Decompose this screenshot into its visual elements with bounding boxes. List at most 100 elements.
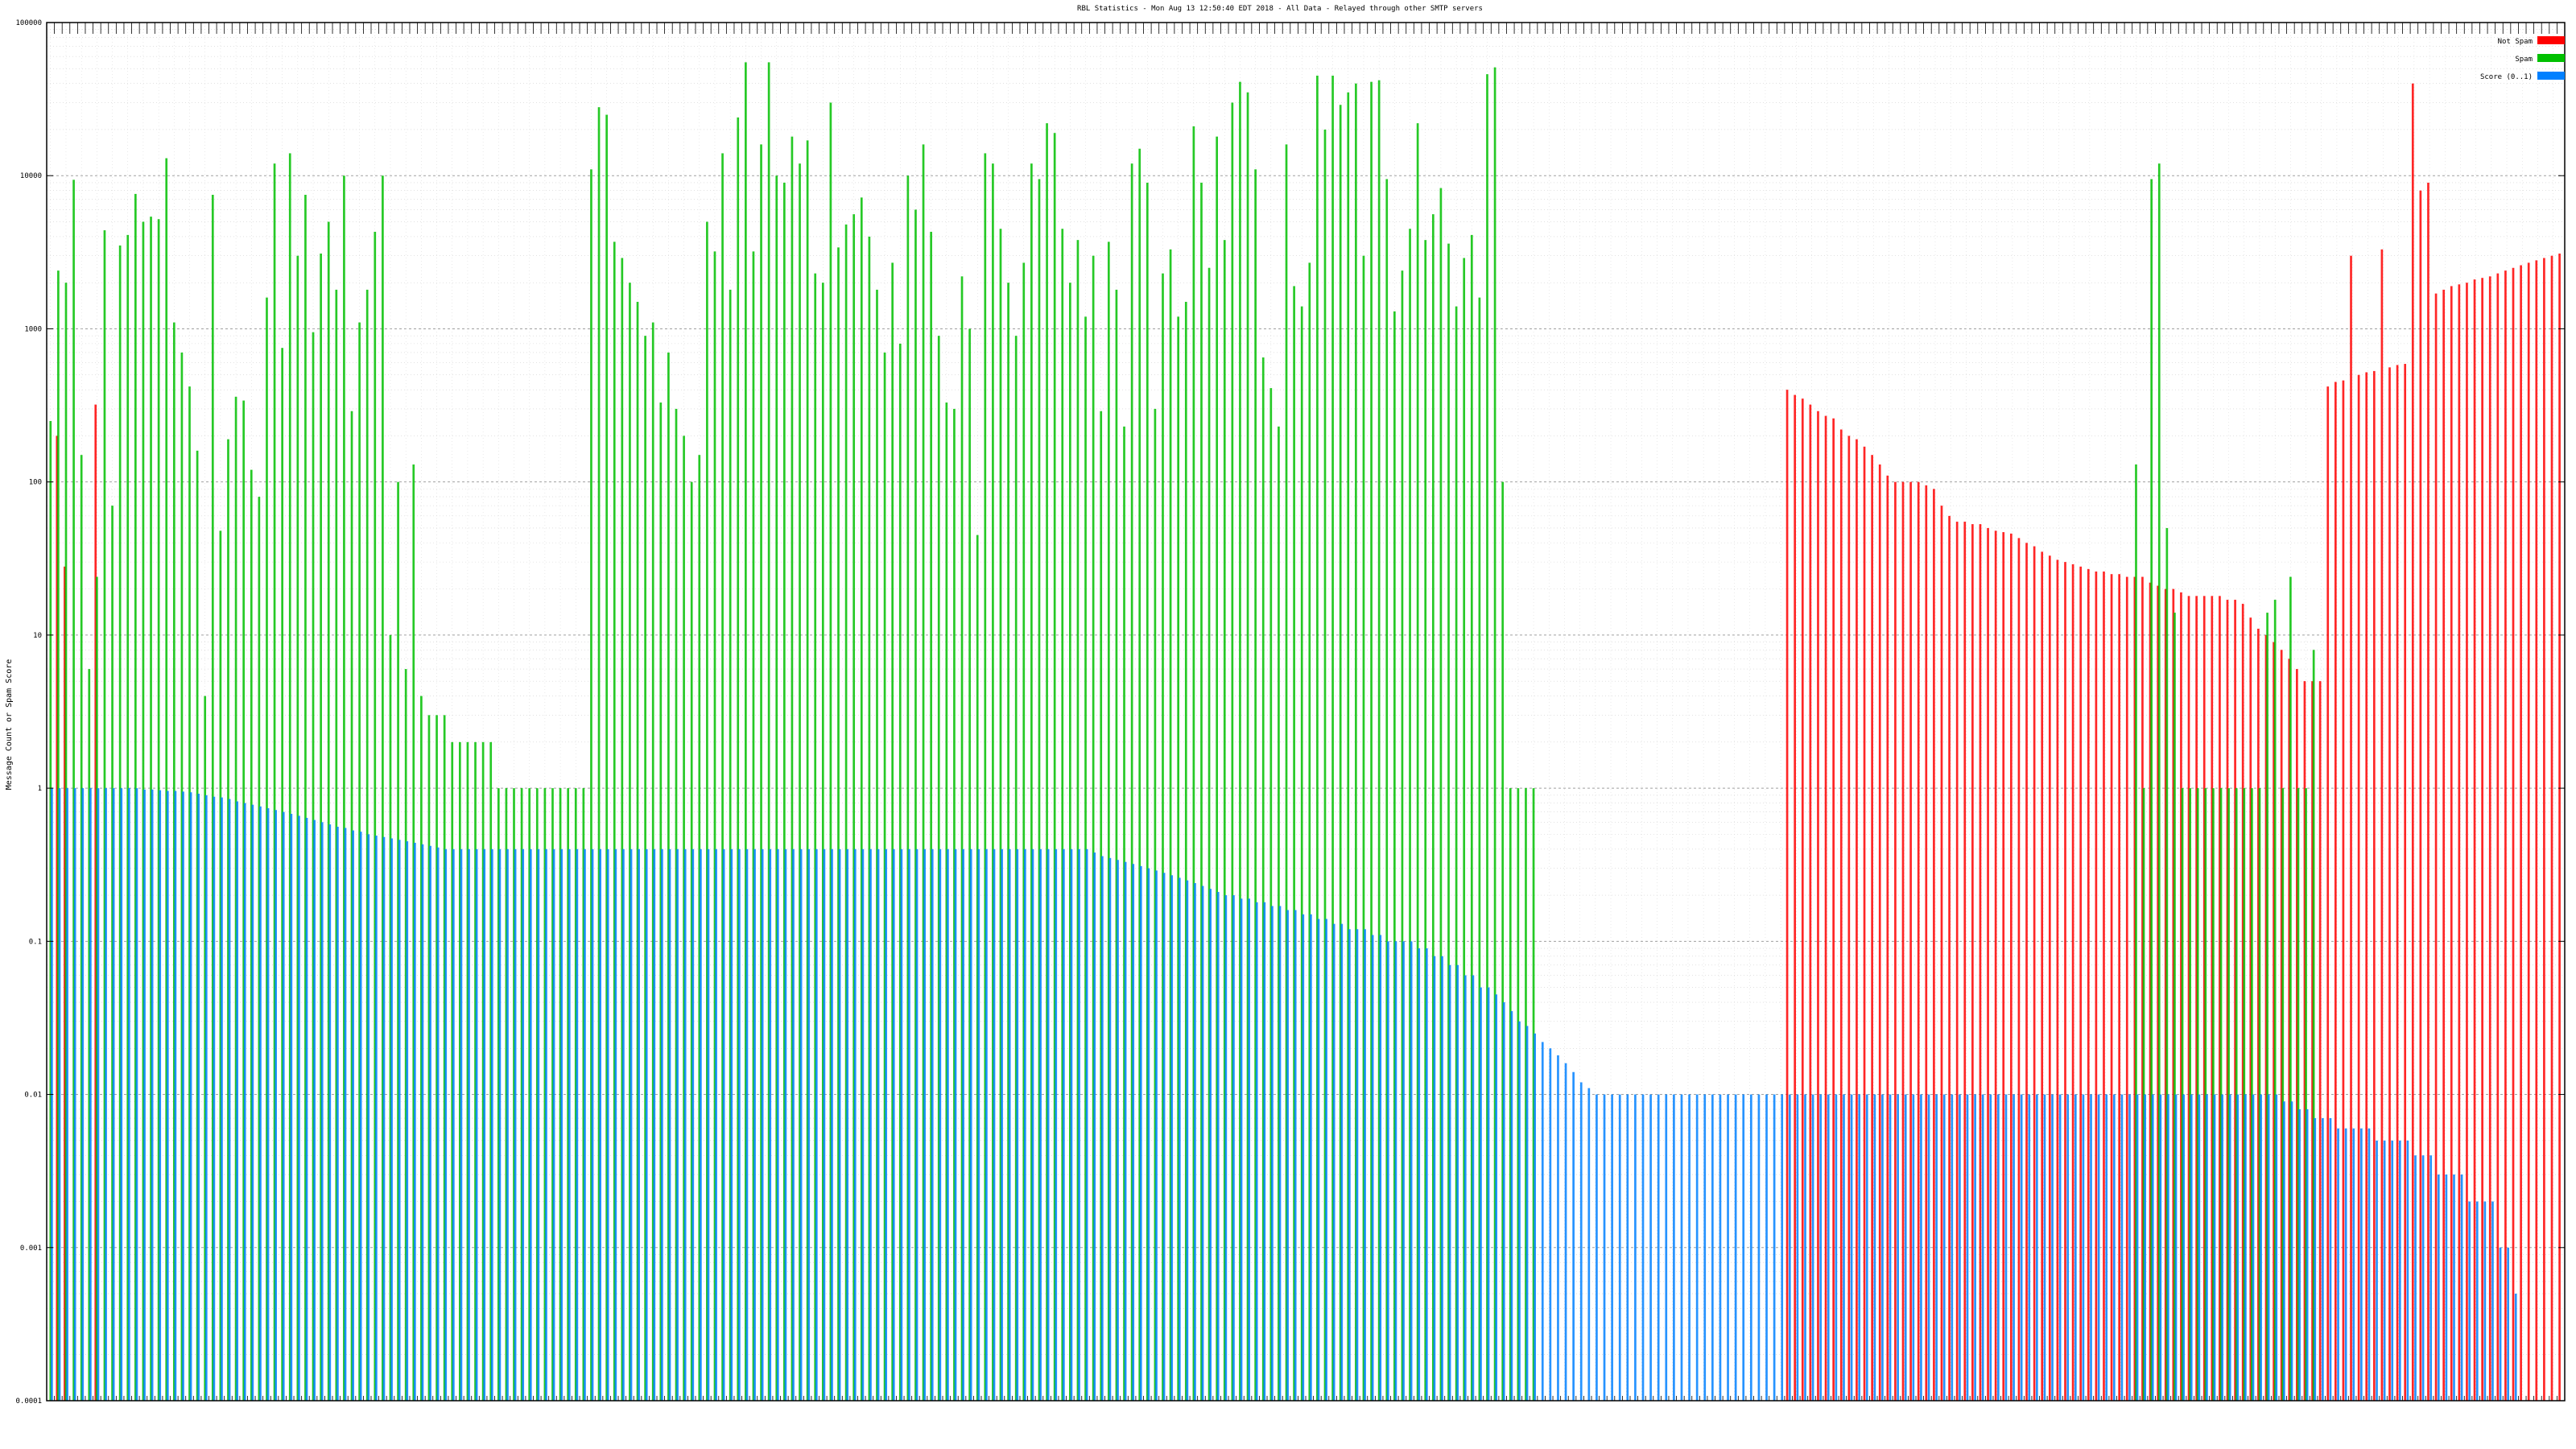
bar-spam xyxy=(1123,426,1125,1402)
bar-score xyxy=(1031,848,1034,1401)
bar-score xyxy=(1240,898,1243,1401)
bar-score xyxy=(969,848,972,1401)
bar-spam xyxy=(2281,788,2285,1401)
bar-score xyxy=(993,848,996,1401)
bar-spam xyxy=(1525,788,1527,1401)
bar-score xyxy=(421,844,424,1401)
bar-score xyxy=(915,848,919,1401)
bar-spam xyxy=(72,180,75,1402)
bar-score xyxy=(1364,929,1366,1401)
bar-score xyxy=(645,848,648,1401)
bar-spam xyxy=(876,289,878,1401)
bar-score xyxy=(290,813,293,1401)
bar-score xyxy=(2359,1128,2363,1401)
bar-not-spam xyxy=(2041,551,2044,1402)
bar-spam xyxy=(1061,229,1064,1401)
bar-score xyxy=(1827,1094,1830,1401)
bar-score xyxy=(1224,895,1228,1401)
bar-spam xyxy=(992,163,994,1402)
bar-spam xyxy=(320,253,322,1401)
bar-score xyxy=(1294,910,1297,1401)
bar-spam xyxy=(458,741,461,1401)
bar-spam xyxy=(520,788,523,1401)
bar-not-spam xyxy=(2535,260,2538,1402)
bar-score xyxy=(2228,1094,2231,1401)
bar-not-spam xyxy=(1925,485,1928,1402)
bar-spam xyxy=(365,289,369,1401)
bar-score xyxy=(2136,1094,2139,1401)
bar-not-spam xyxy=(2273,642,2275,1401)
bar-score xyxy=(661,848,663,1401)
bar-not-spam xyxy=(2064,562,2066,1401)
bar-spam xyxy=(2273,600,2277,1401)
bar-score xyxy=(2167,1094,2169,1401)
bar-spam xyxy=(721,153,724,1401)
bar-score xyxy=(2082,1094,2085,1401)
bar-spam xyxy=(1239,81,1241,1402)
bar-score xyxy=(799,848,803,1401)
bar-spam xyxy=(1030,163,1033,1402)
bar-spam xyxy=(180,352,184,1401)
bar-score xyxy=(622,848,625,1401)
bar-spam xyxy=(288,153,291,1401)
bar-not-spam xyxy=(2009,533,2013,1401)
bar-spam xyxy=(196,450,199,1401)
bar-score xyxy=(2406,1140,2409,1401)
bar-score xyxy=(2344,1128,2347,1401)
bar-spam xyxy=(1478,297,1481,1401)
bar-spam xyxy=(126,234,130,1401)
bar-not-spam xyxy=(1979,524,1982,1402)
bar-spam xyxy=(250,469,253,1401)
bar-score xyxy=(2159,1094,2162,1401)
bar-score xyxy=(1788,1094,1791,1401)
bar-score xyxy=(1843,1094,1845,1401)
bar-score xyxy=(1433,956,1436,1401)
bar-score xyxy=(1039,848,1042,1401)
bar-not-spam xyxy=(1963,522,1967,1402)
bar-score xyxy=(1201,886,1204,1401)
bar-score xyxy=(151,789,154,1401)
bar-spam xyxy=(312,332,315,1402)
bar-score xyxy=(1611,1094,1613,1401)
bar-spam xyxy=(1393,311,1396,1401)
bars xyxy=(49,62,2561,1402)
bar-score xyxy=(259,806,262,1401)
bar-spam xyxy=(2142,788,2145,1401)
bar-not-spam xyxy=(2334,382,2337,1401)
bar-spam xyxy=(1216,136,1218,1402)
bar-score xyxy=(1078,848,1080,1401)
bar-spam xyxy=(150,217,152,1402)
bar-score xyxy=(529,848,532,1401)
bar-spam xyxy=(2305,788,2307,1401)
bar-not-spam xyxy=(1933,489,1935,1401)
bar-score xyxy=(514,848,517,1401)
bar-not-spam xyxy=(2056,559,2059,1402)
bar-score xyxy=(576,848,579,1401)
bar-score xyxy=(1596,1094,1598,1401)
bar-score xyxy=(2206,1094,2208,1401)
bar-spam xyxy=(343,175,345,1402)
bar-score xyxy=(1170,875,1174,1401)
bar-spam xyxy=(1192,126,1195,1401)
bar-spam xyxy=(2212,788,2215,1401)
bar-score xyxy=(892,848,895,1401)
bar-score xyxy=(777,848,779,1401)
bar-score xyxy=(2368,1128,2371,1401)
bar-score xyxy=(1912,1094,1915,1401)
bar-score xyxy=(2013,1094,2015,1401)
y-tick-label: 0.001 xyxy=(20,1245,42,1253)
bar-score xyxy=(1927,1094,1930,1401)
bar-spam xyxy=(157,219,160,1402)
bar-spam xyxy=(466,741,469,1401)
bar-score xyxy=(275,810,278,1401)
bar-spam xyxy=(752,251,755,1401)
bar-score xyxy=(251,804,254,1401)
bar-score xyxy=(298,815,300,1401)
bar-spam xyxy=(1115,289,1118,1401)
bar-score xyxy=(1001,848,1003,1401)
bar-score xyxy=(2445,1174,2448,1401)
bar-score xyxy=(1634,1094,1637,1401)
bar-spam xyxy=(443,715,446,1401)
bar-spam xyxy=(651,322,654,1401)
bar-score xyxy=(700,848,702,1401)
